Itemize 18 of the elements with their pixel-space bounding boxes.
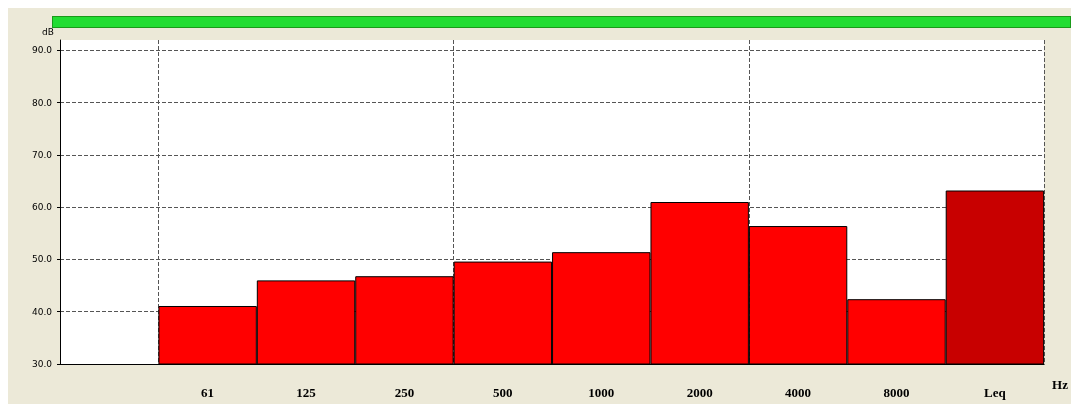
x-axis-title: Hz [1052,377,1069,392]
y-tick-label: 50.0 [31,254,53,265]
x-tick-label: 125 [296,385,317,400]
y-tick-label: 80.0 [31,97,53,108]
y-tick-label: 70.0 [31,149,53,160]
x-tick-label: 4000 [785,385,812,400]
x-tick-label: 61 [201,385,215,400]
x-tick-label: 1000 [588,385,615,400]
x-tick-label: 500 [493,385,513,400]
y-tick-label: 30.0 [31,359,53,369]
x-tick-label: 2000 [686,385,713,400]
y-tick-label: 90.0 [31,45,53,56]
y-tick-label: 60.0 [31,202,53,213]
y-axis-title: dB [42,26,54,37]
x-tick-label: Leq [984,385,1007,400]
x-tick-label: 8000 [883,385,910,400]
y-tick-label: 40.0 [31,306,53,317]
x-tick-label: 250 [394,385,415,400]
